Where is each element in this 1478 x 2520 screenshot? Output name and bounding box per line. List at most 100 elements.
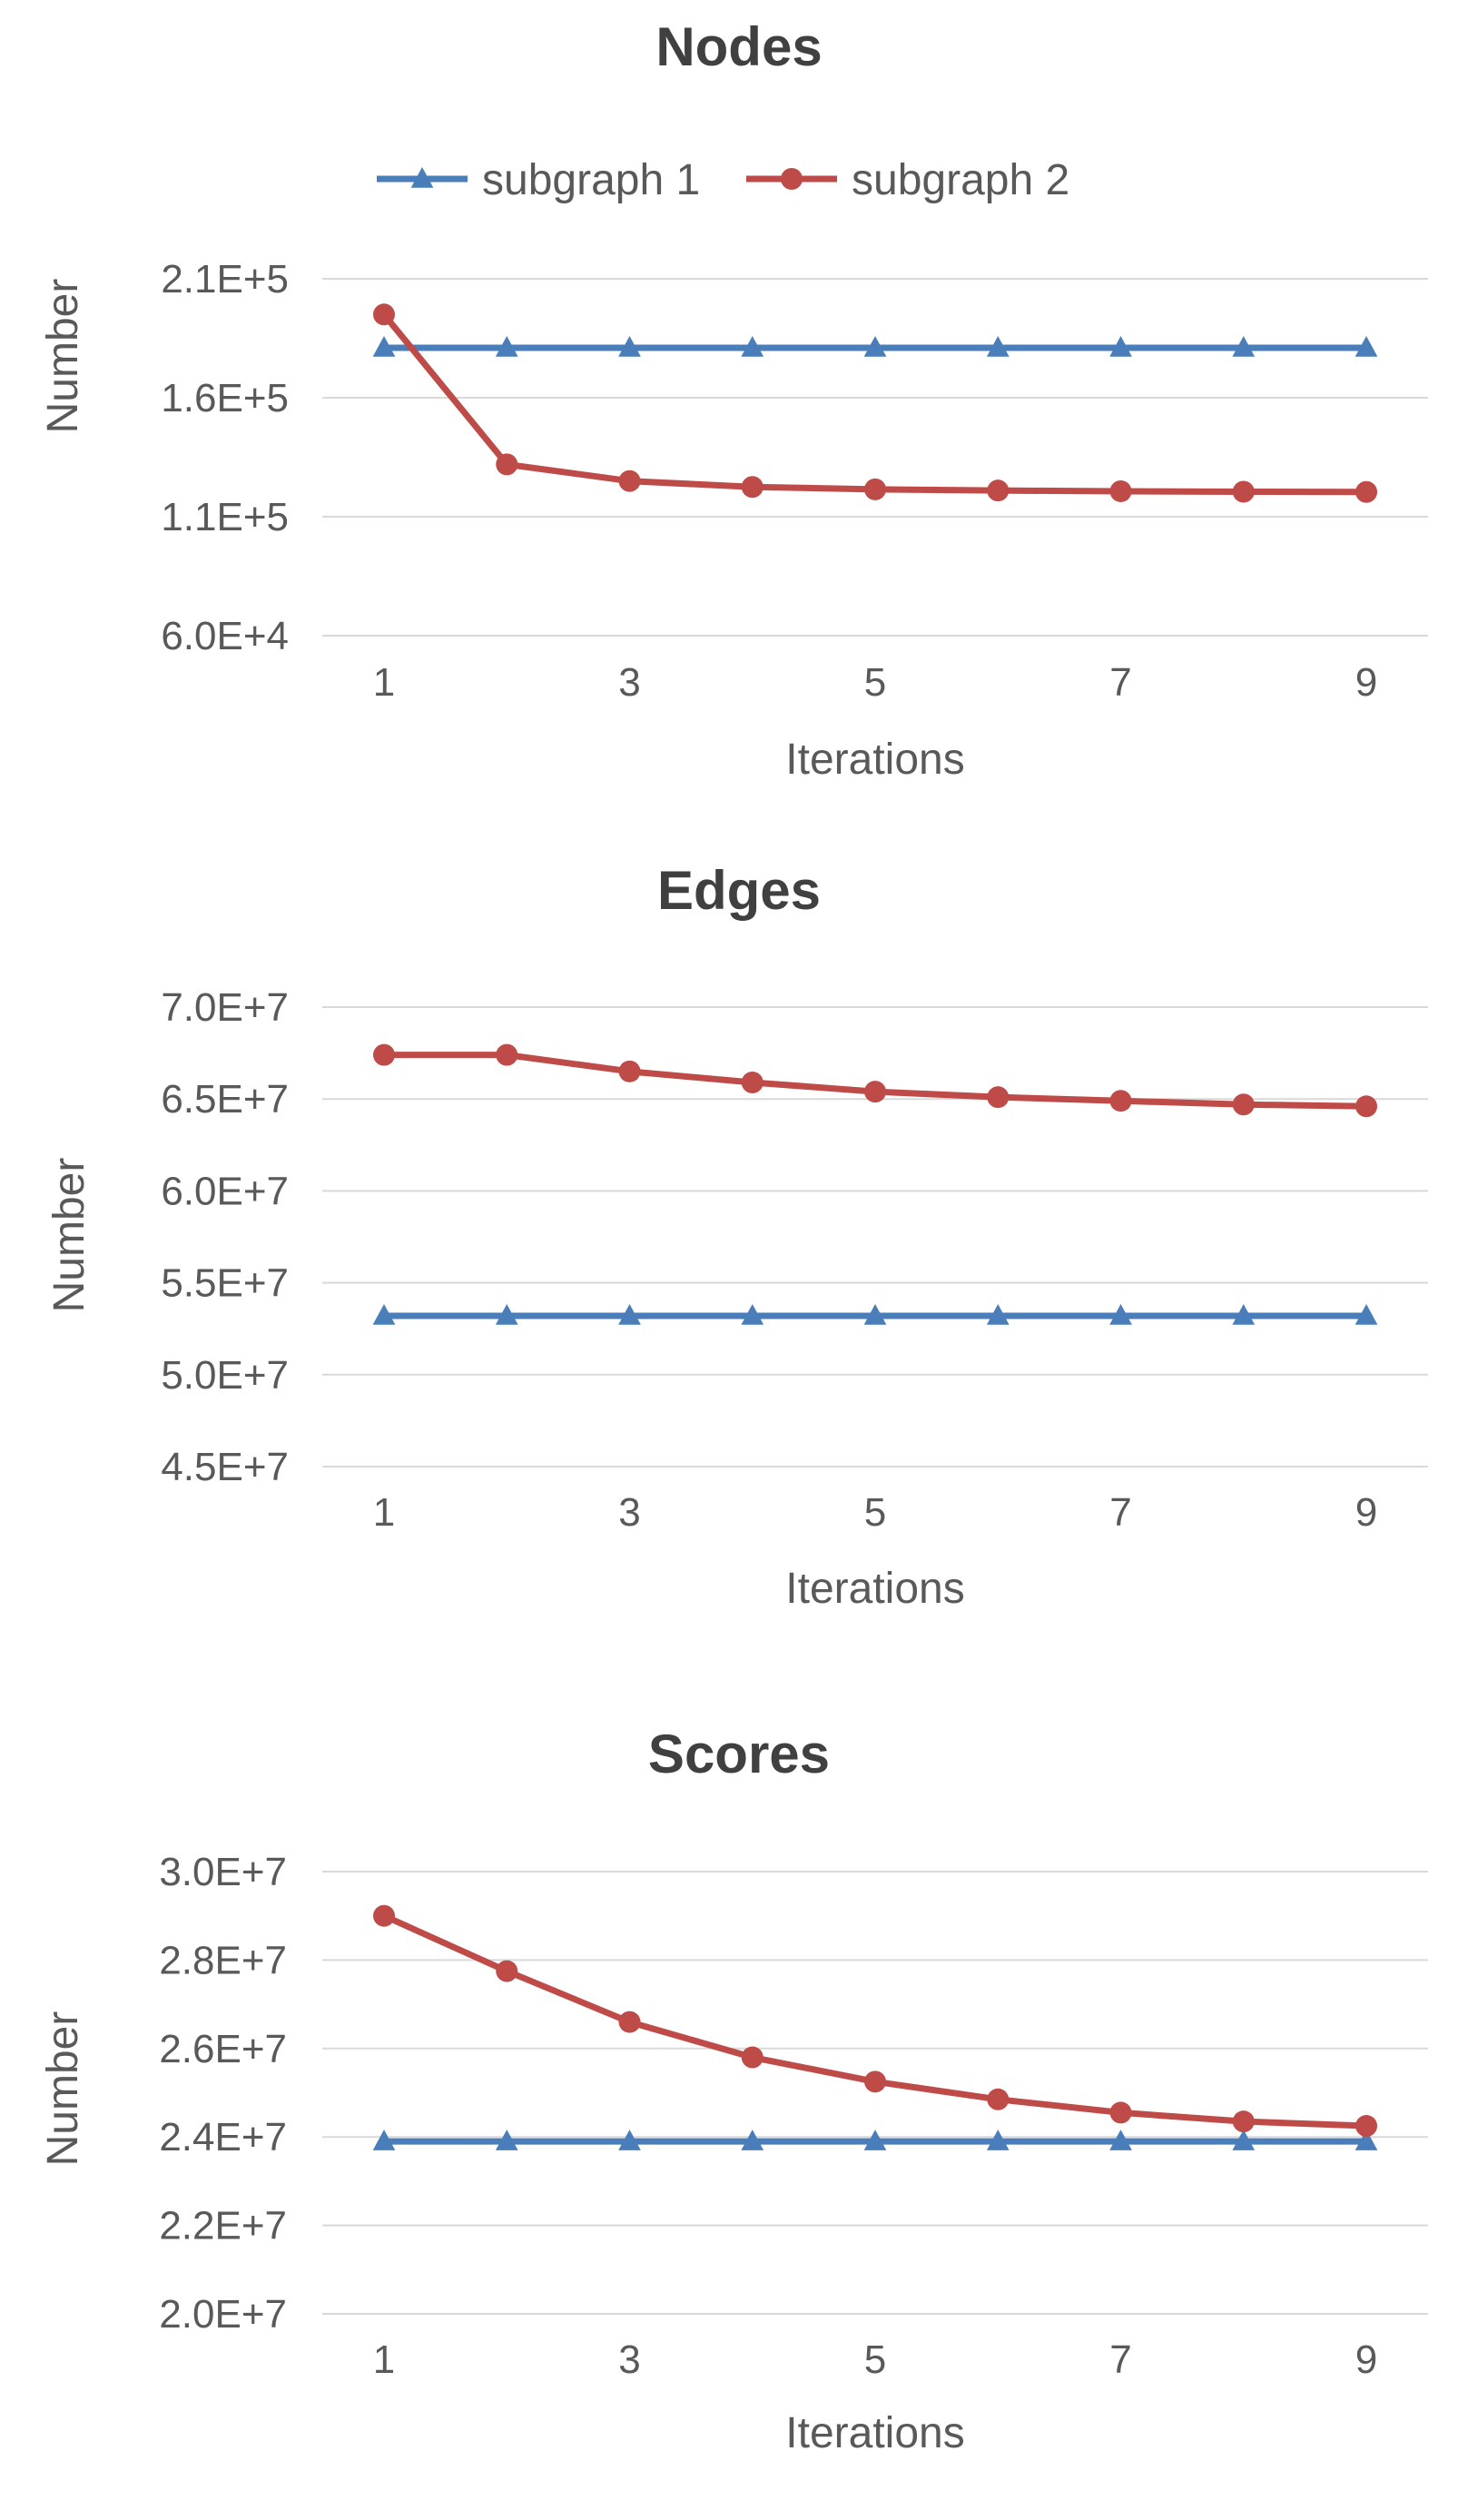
data-point [373, 1904, 395, 1927]
data-point [863, 2130, 887, 2150]
x-tick-label: 9 [1355, 660, 1377, 705]
data-point [1355, 480, 1377, 503]
data-point [986, 2130, 1010, 2150]
y-tick-label: 4.5E+7 [161, 1445, 289, 1489]
data-point [373, 303, 395, 326]
data-point [741, 476, 764, 499]
y-tick-label: 2.2E+7 [159, 2204, 287, 2248]
legend-marker [781, 168, 803, 190]
data-point [1109, 1090, 1132, 1112]
data-point [864, 478, 886, 500]
x-tick-label: 1 [373, 2337, 395, 2382]
data-point [986, 1304, 1010, 1325]
data-point [1109, 335, 1132, 357]
y-tick-label: 3.0E+7 [159, 1850, 287, 1894]
data-point [1109, 479, 1132, 502]
data-point [496, 1960, 518, 1982]
y-tick-label: 5.0E+7 [161, 1353, 289, 1398]
data-point [1355, 2130, 1378, 2150]
chart-title: Nodes [655, 16, 822, 77]
data-point [373, 1043, 395, 1066]
data-point [1232, 335, 1256, 357]
y-tick-label: 6.0E+7 [161, 1169, 289, 1213]
y-tick-label: 2.4E+7 [159, 2115, 287, 2159]
y-axis-label: Number [45, 1158, 94, 1313]
chart-scores: Scores 3.0E+7 2.8E+7 2.6E+7 2.4E+7 2.2E+7 2.0E… [39, 1724, 1428, 2457]
data-point [987, 479, 1010, 502]
x-tick-label: 3 [618, 660, 640, 705]
legend-marker [410, 167, 434, 188]
x-tick-label: 7 [1109, 660, 1131, 705]
data-point [741, 1071, 764, 1093]
chart-title: Edges [657, 860, 821, 921]
y-tick-label: 1.6E+5 [161, 376, 289, 420]
legend-label: subgraph 2 [852, 156, 1069, 204]
x-axis-label: Iterations [785, 736, 964, 784]
x-axis-label: Iterations [785, 2409, 964, 2457]
data-point [1232, 2130, 1256, 2150]
x-tick-label: 3 [618, 2337, 640, 2382]
x-tick-label: 9 [1355, 2337, 1377, 2382]
data-point [1109, 2130, 1132, 2150]
y-tick-label: 6.0E+4 [161, 614, 289, 658]
data-point [741, 1304, 764, 1325]
data-point [741, 335, 764, 357]
x-tick-label: 5 [864, 1490, 886, 1535]
legend-label: subgraph 1 [482, 156, 700, 204]
data-point [987, 2088, 1010, 2110]
x-tick-label: 1 [373, 1490, 395, 1535]
data-point [1355, 335, 1378, 357]
data-point [1355, 2115, 1377, 2138]
data-point [372, 335, 396, 357]
data-point [618, 469, 641, 492]
y-tick-label: 2.0E+7 [159, 2292, 287, 2337]
data-point [1355, 1095, 1377, 1118]
y-tick-label: 6.5E+7 [161, 1077, 289, 1122]
y-axis-label: Number [39, 279, 87, 434]
series-subgraph-2 [373, 1043, 1377, 1118]
legend-item: subgraph 2 [746, 156, 1069, 204]
data-point [1232, 480, 1255, 503]
data-point [741, 2046, 764, 2069]
data-point [1232, 1304, 1256, 1325]
data-point [864, 2070, 886, 2093]
chart-title: Scores [648, 1724, 830, 1784]
data-point [1109, 1304, 1132, 1325]
legend: subgraph 1 subgraph 2 [377, 156, 1069, 204]
series-subgraph-1 [372, 335, 1378, 357]
data-point [986, 335, 1010, 357]
y-axis-label: Number [39, 2011, 87, 2167]
series-subgraph-2 [373, 303, 1377, 503]
data-point [495, 2130, 518, 2150]
data-point [618, 335, 641, 357]
data-point [618, 1304, 641, 1325]
y-tick-label: 7.0E+7 [161, 985, 289, 1030]
data-point [496, 1043, 518, 1066]
data-point [741, 2130, 764, 2150]
data-point [495, 335, 518, 357]
chart-nodes: Nodes 2.1E+5 1.6E+5 1.1E+5 6.0E+4 1 3 5 7 9 Iterat… [39, 16, 1428, 784]
series-subgraph-1 [372, 1304, 1378, 1325]
series-subgraph-1 [372, 2130, 1378, 2150]
data-point [987, 1086, 1010, 1109]
data-point [495, 1304, 518, 1325]
legend-item: subgraph 1 [377, 156, 700, 204]
y-tick-label: 1.1E+5 [161, 495, 289, 539]
x-tick-label: 5 [864, 2337, 886, 2382]
data-point [496, 453, 518, 476]
data-point [1232, 1093, 1255, 1116]
series-subgraph-2 [373, 1904, 1377, 2138]
y-tick-label: 2.6E+7 [159, 2027, 287, 2071]
data-point [372, 2130, 396, 2150]
data-point [863, 335, 887, 357]
series-line [380, 1912, 1370, 2130]
chart-edges: Edges 7.0E+7 6.5E+7 6.0E+7 5.5E+7 5.0E+7 4.5E+… [45, 860, 1428, 1613]
x-tick-label: 1 [373, 660, 395, 705]
x-tick-label: 7 [1109, 1490, 1131, 1535]
x-tick-label: 3 [618, 1490, 640, 1535]
y-tick-label: 5.5E+7 [161, 1261, 289, 1306]
x-axis-label: Iterations [785, 1565, 964, 1613]
y-tick-label: 2.1E+5 [161, 257, 289, 301]
x-tick-label: 7 [1109, 2337, 1131, 2382]
